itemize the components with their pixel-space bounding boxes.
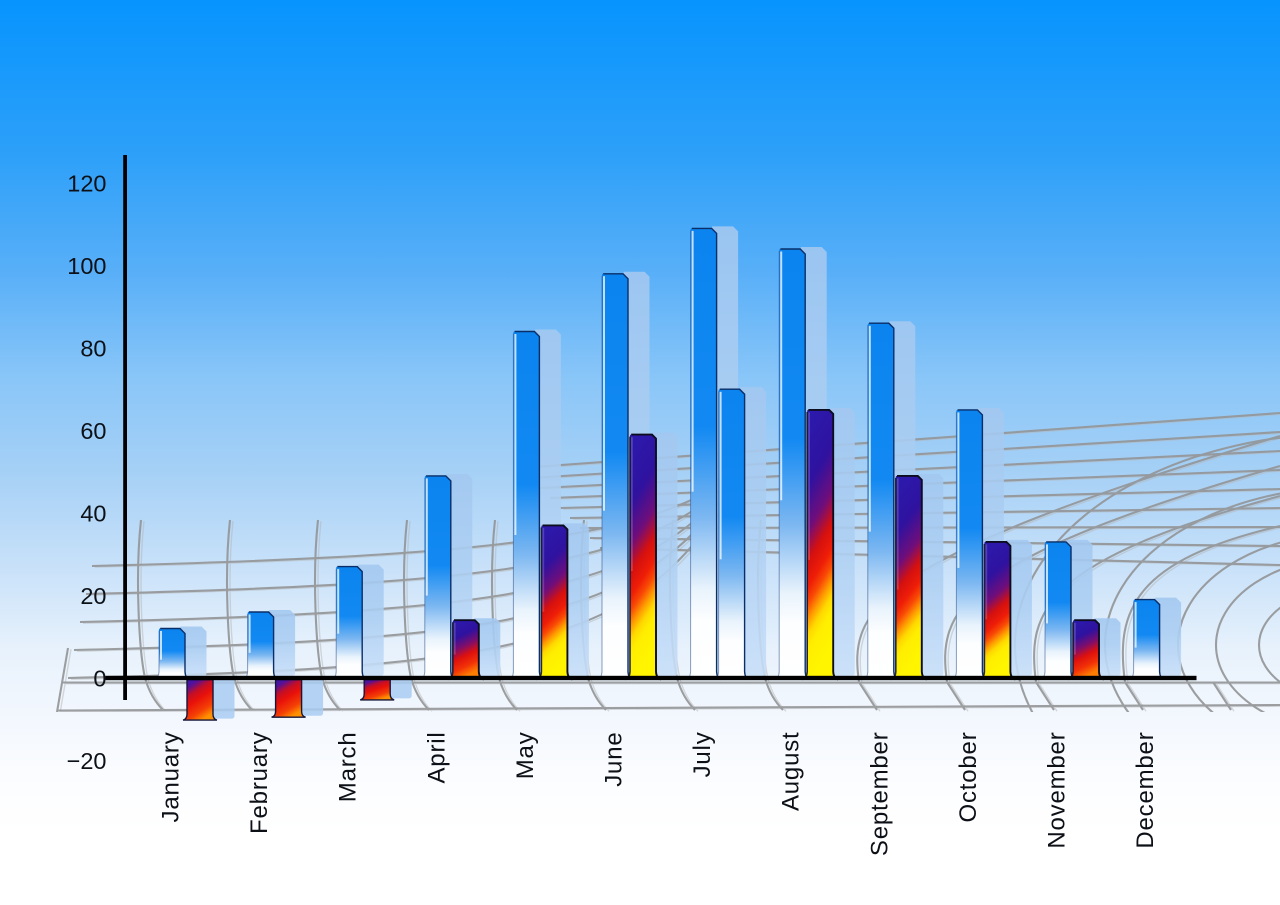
svg-text:January: January xyxy=(158,732,185,823)
svg-text:August: August xyxy=(778,732,805,812)
svg-text:20: 20 xyxy=(80,583,106,609)
svg-text:June: June xyxy=(601,732,628,787)
svg-text:100: 100 xyxy=(67,253,106,279)
svg-text:120: 120 xyxy=(67,170,106,196)
svg-text:November: November xyxy=(1044,732,1071,849)
svg-text:March: March xyxy=(335,732,362,803)
svg-text:April: April xyxy=(423,732,450,784)
svg-text:80: 80 xyxy=(80,335,106,361)
svg-text:February: February xyxy=(246,732,273,834)
svg-text:October: October xyxy=(955,732,982,823)
svg-text:40: 40 xyxy=(80,500,106,526)
svg-text:May: May xyxy=(512,732,539,780)
svg-text:0: 0 xyxy=(93,665,106,691)
svg-text:60: 60 xyxy=(80,418,106,444)
svg-text:−20: −20 xyxy=(67,748,107,774)
svg-text:September: September xyxy=(866,732,893,857)
svg-text:December: December xyxy=(1132,732,1159,849)
svg-text:July: July xyxy=(689,732,716,778)
